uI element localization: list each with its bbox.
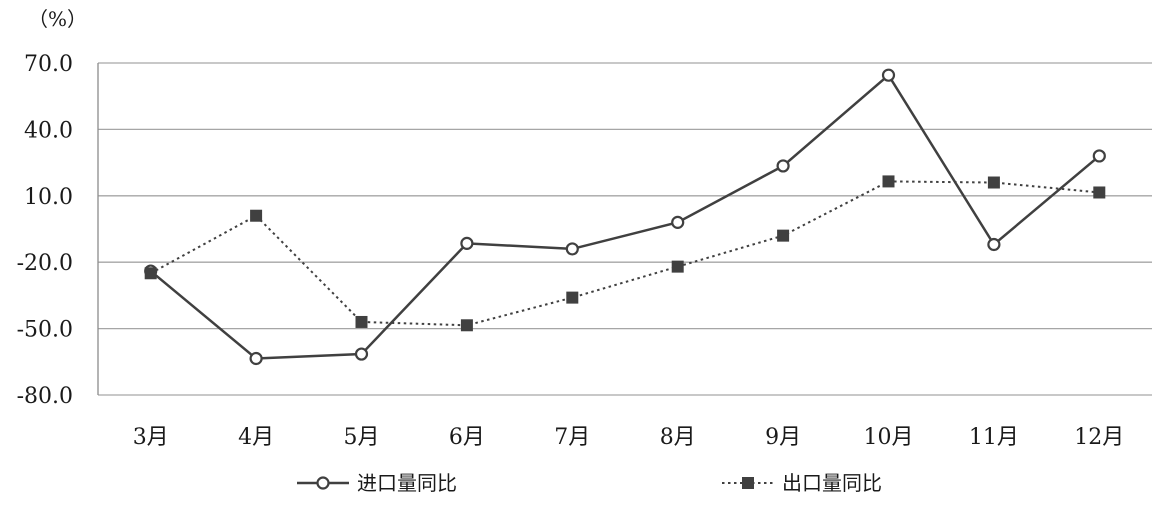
legend: 进口量同比 出口量同比	[297, 471, 882, 495]
x-tick-label: 6月	[449, 425, 485, 450]
y-tick-label: 40.0	[24, 118, 73, 143]
data-point	[882, 175, 895, 188]
data-point	[249, 351, 263, 366]
y-tick-label: 10.0	[24, 185, 73, 210]
x-tick-label: 11月	[969, 425, 1019, 450]
series-lines	[144, 68, 1106, 366]
x-tick-label: 10月	[864, 425, 914, 450]
x-tick-label: 4月	[238, 425, 274, 450]
data-point	[460, 236, 474, 250]
series-line-0	[149, 73, 1101, 360]
x-tick-label: 9月	[765, 425, 801, 450]
data-point	[987, 176, 1000, 189]
data-point	[355, 315, 368, 328]
x-tick-label: 7月	[554, 425, 590, 450]
gridlines	[98, 62, 1152, 396]
data-point	[354, 347, 369, 361]
series-0	[144, 68, 1106, 366]
data-point	[881, 68, 896, 82]
legend-item-1: 出口量同比	[722, 471, 882, 495]
data-point	[671, 260, 684, 273]
data-point	[250, 209, 263, 222]
legend-label: 进口量同比	[357, 471, 457, 495]
legend-item-0: 进口量同比	[297, 471, 457, 495]
series-line-1	[150, 180, 1100, 327]
x-tick-label: 5月	[344, 425, 380, 450]
x-tick-label: 12月	[1074, 425, 1124, 450]
legend-marker	[742, 477, 754, 489]
data-point	[1093, 186, 1106, 199]
y-unit-label: （%）	[28, 7, 87, 31]
y-tick-labels: 70.0 40.0 10.0 -20.0 -50.0 -80.0	[17, 52, 73, 409]
legend-label: 出口量同比	[782, 471, 882, 495]
x-tick-label: 3月	[133, 425, 169, 450]
data-point	[1092, 149, 1106, 163]
data-point	[565, 242, 579, 256]
data-point	[566, 291, 579, 304]
data-point	[777, 229, 790, 242]
y-tick-label: -80.0	[17, 384, 73, 409]
data-point	[776, 159, 790, 173]
series-1	[144, 175, 1106, 332]
legend-marker	[316, 476, 330, 490]
data-point	[671, 215, 685, 229]
y-tick-label: -20.0	[17, 251, 73, 276]
y-tick-label: 70.0	[24, 52, 73, 77]
data-point	[987, 237, 1001, 252]
x-tick-labels: 3月 4月 5月 6月 7月 8月 9月 10月 11月 12月	[133, 425, 1125, 450]
y-tick-label: -50.0	[17, 318, 73, 343]
data-point	[144, 267, 157, 280]
data-point	[460, 319, 473, 332]
x-tick-label: 8月	[660, 425, 696, 450]
